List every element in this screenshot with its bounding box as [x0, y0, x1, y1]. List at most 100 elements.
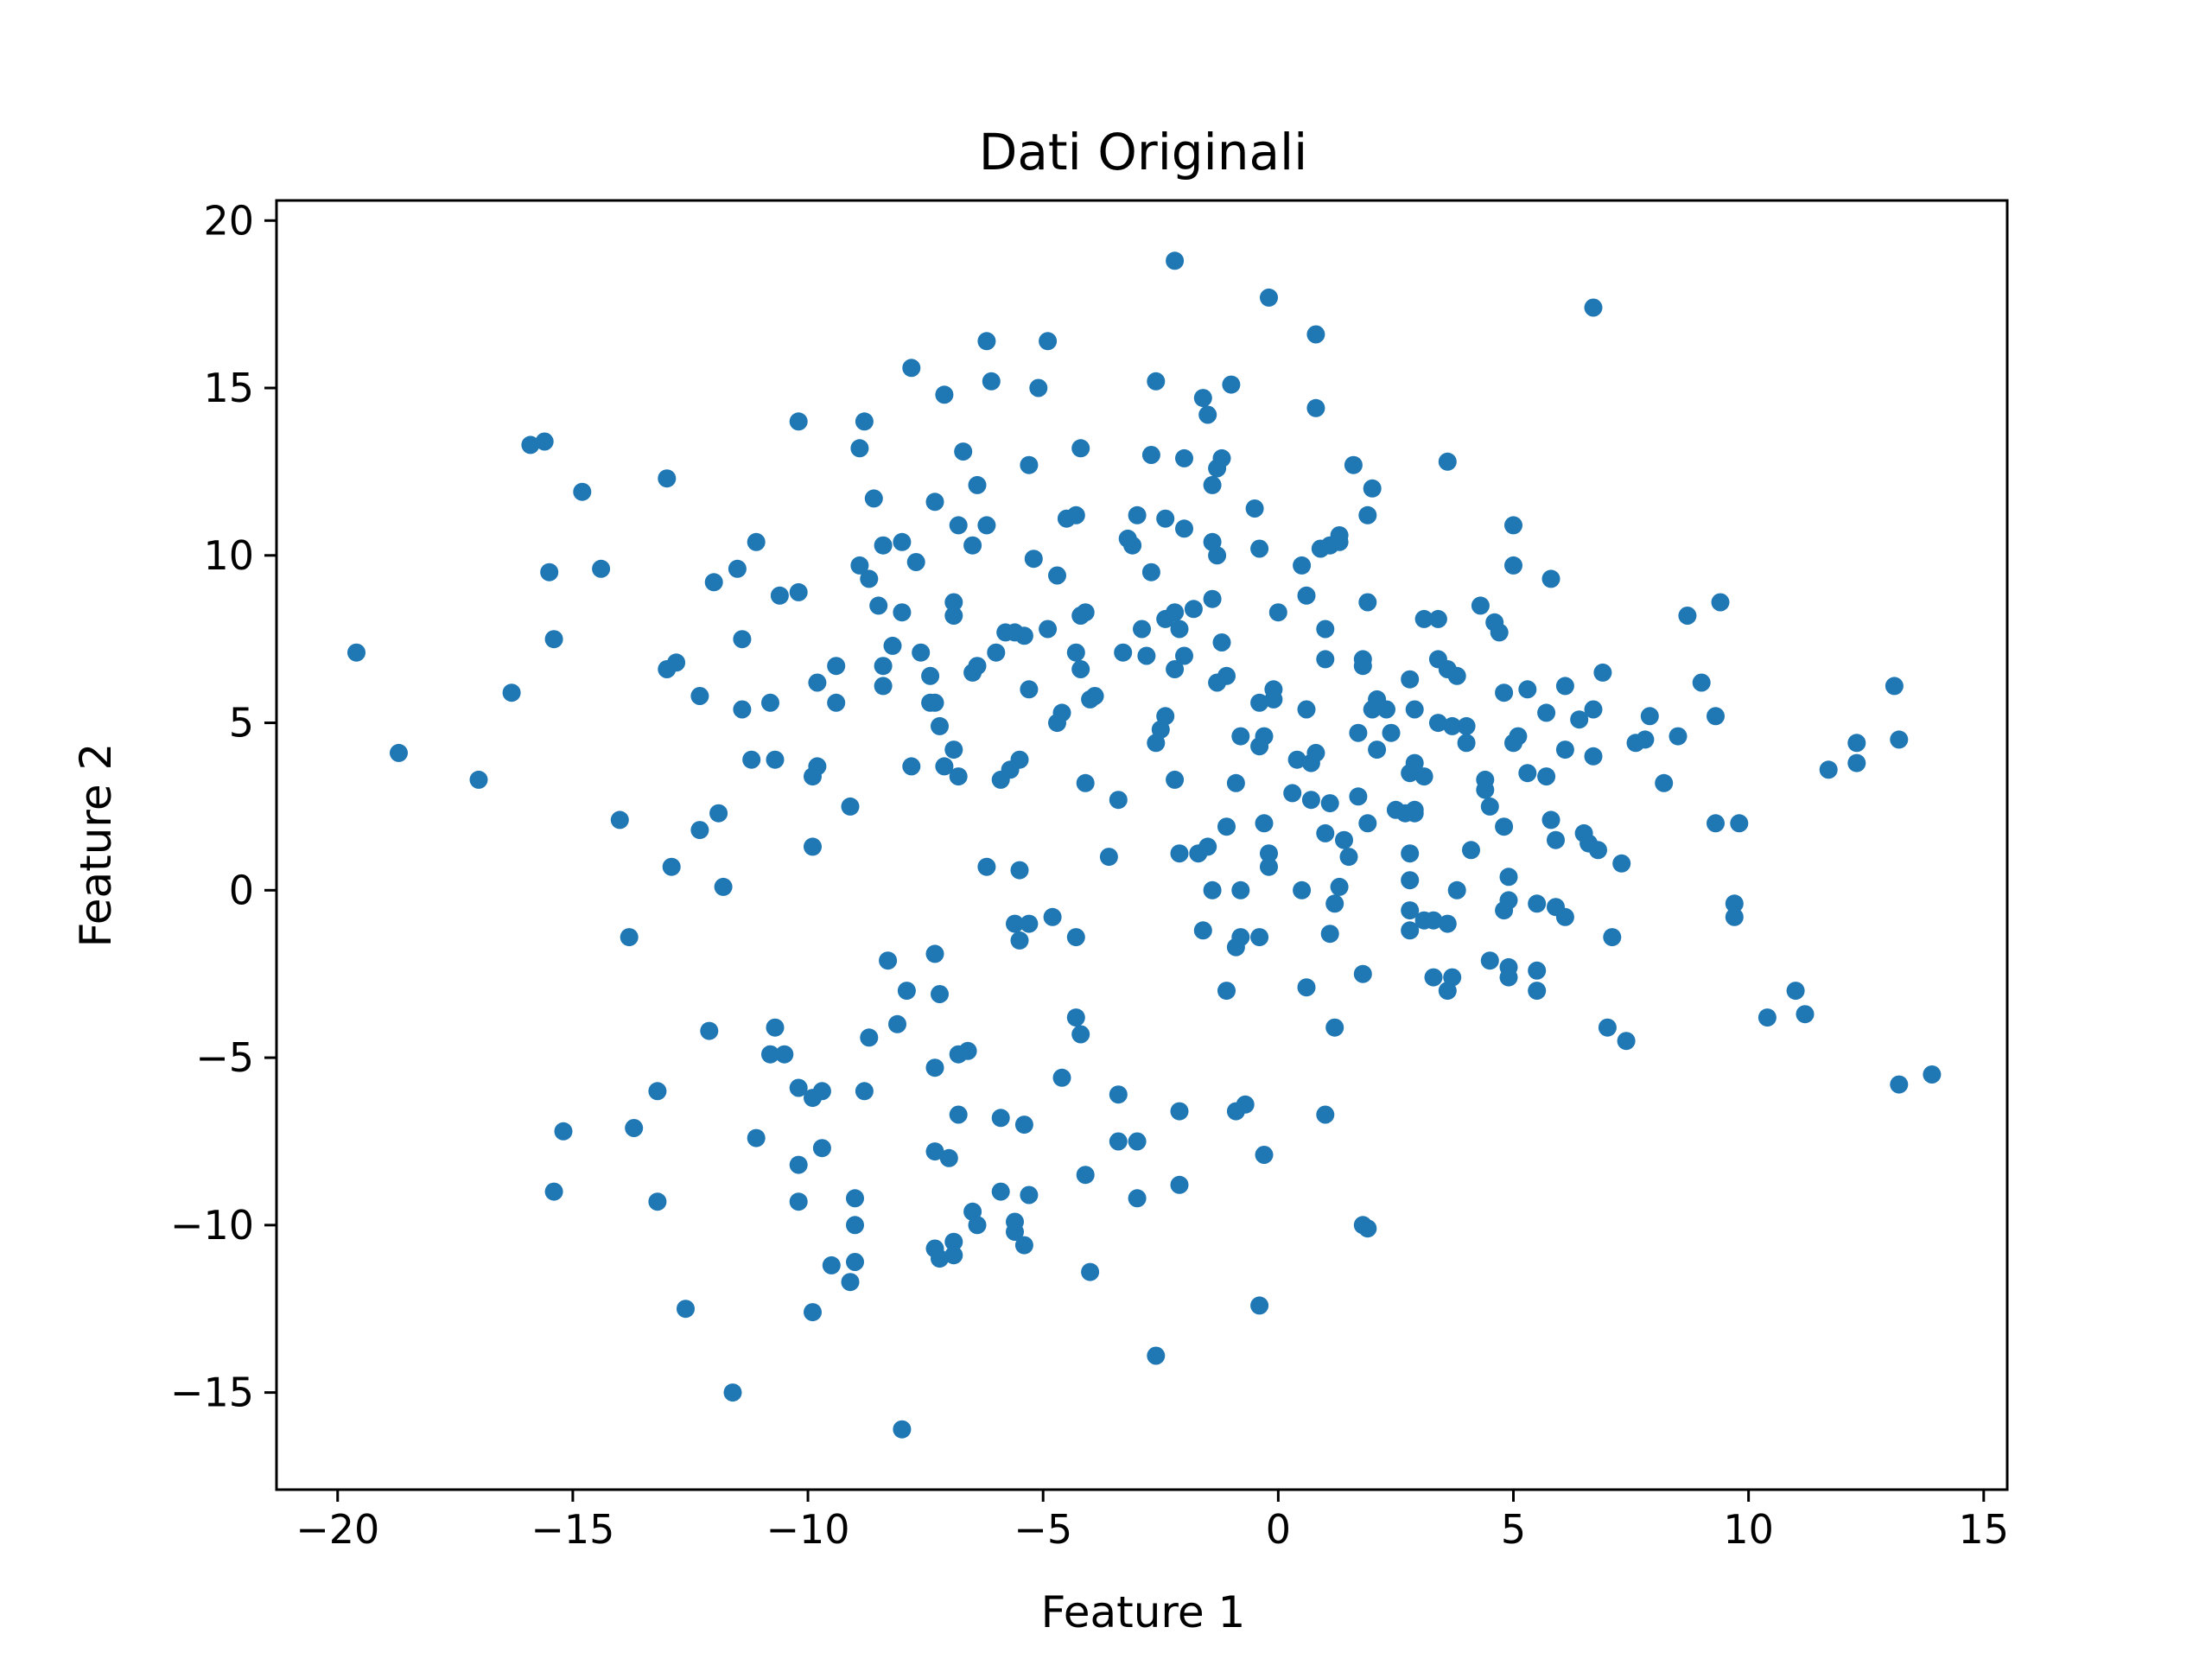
data-point	[1358, 505, 1377, 524]
data-point	[846, 1216, 864, 1235]
data-point	[1428, 714, 1447, 733]
data-point	[963, 536, 982, 555]
y-tick-label: −5	[195, 1034, 254, 1081]
data-point	[1316, 620, 1335, 639]
data-point	[935, 385, 954, 404]
data-point	[958, 1041, 977, 1060]
data-point	[1166, 251, 1185, 270]
data-point	[1071, 660, 1090, 678]
data-point	[1147, 372, 1166, 391]
data-point	[883, 636, 902, 655]
data-point	[1175, 448, 1193, 467]
data-point	[1414, 767, 1433, 786]
data-point	[1358, 593, 1377, 612]
data-point	[1537, 767, 1556, 786]
data-point	[846, 1253, 864, 1271]
data-point	[1636, 730, 1655, 749]
data-point	[1424, 911, 1443, 930]
data-point	[1212, 448, 1231, 467]
data-point	[1014, 1236, 1033, 1255]
data-point	[1250, 693, 1269, 712]
data-point	[808, 673, 827, 692]
data-point	[1260, 857, 1278, 876]
data-point	[789, 1078, 808, 1097]
data-point	[1166, 660, 1185, 678]
data-point	[944, 1232, 963, 1251]
data-point	[1377, 700, 1395, 719]
data-point	[804, 1303, 822, 1322]
y-tick-label: 5	[229, 700, 254, 747]
data-point	[944, 607, 963, 625]
y-axis: −15 −10 −5 0 5 10 15 20	[170, 197, 276, 1416]
data-point	[1010, 861, 1029, 880]
data-point	[1335, 830, 1353, 849]
data-point	[1476, 780, 1495, 799]
data-point	[1231, 727, 1250, 746]
data-point	[1401, 844, 1420, 863]
data-point	[1250, 539, 1269, 558]
data-point	[573, 482, 592, 501]
data-point	[1208, 546, 1227, 565]
chart-title: Dati Originali	[979, 123, 1308, 181]
data-point	[893, 603, 912, 622]
data-point	[1344, 455, 1363, 474]
data-point	[827, 657, 846, 676]
data-point	[1325, 894, 1344, 913]
data-point	[1495, 817, 1514, 836]
data-point	[1320, 794, 1339, 813]
data-point	[1076, 773, 1095, 792]
data-point	[1847, 753, 1866, 772]
data-point	[1193, 389, 1212, 408]
data-point	[1707, 707, 1725, 726]
data-point	[1283, 784, 1302, 803]
data-point	[1457, 734, 1476, 753]
data-point	[874, 677, 893, 696]
data-point	[1438, 452, 1457, 471]
data-point	[949, 1105, 968, 1124]
data-point	[1655, 773, 1674, 792]
data-point	[1222, 375, 1241, 394]
data-point	[925, 1058, 944, 1077]
data-point	[1076, 603, 1095, 622]
data-point	[1405, 753, 1424, 772]
data-point	[1438, 982, 1457, 1001]
data-point	[540, 563, 559, 582]
data-point	[1231, 880, 1250, 899]
data-point	[1250, 1296, 1269, 1315]
data-point	[1547, 830, 1565, 849]
data-point	[1066, 928, 1085, 947]
data-point	[766, 750, 785, 769]
data-point	[855, 412, 874, 431]
data-point	[1316, 1105, 1335, 1124]
data-point	[1071, 1025, 1090, 1044]
data-point	[728, 559, 747, 578]
data-point	[761, 1045, 779, 1064]
data-point	[347, 643, 365, 662]
data-point	[1203, 880, 1222, 899]
data-point	[1320, 925, 1339, 944]
data-point	[1499, 868, 1518, 887]
data-point	[1020, 1185, 1039, 1205]
data-point	[1541, 810, 1560, 830]
data-point	[860, 1028, 879, 1047]
data-point	[1250, 928, 1269, 947]
data-point	[1499, 968, 1518, 987]
data-point	[1264, 690, 1283, 709]
data-point	[648, 1082, 667, 1101]
data-point	[1471, 596, 1490, 615]
data-point	[991, 1109, 1010, 1128]
data-point	[1555, 907, 1574, 926]
data-point	[677, 1300, 695, 1319]
data-point	[1043, 907, 1062, 926]
data-point	[648, 1192, 667, 1211]
data-point	[1528, 982, 1547, 1001]
data-point	[893, 532, 912, 551]
data-point	[944, 1246, 963, 1265]
data-point	[1518, 680, 1537, 699]
data-point	[939, 1148, 958, 1167]
data-point	[846, 1189, 864, 1208]
data-point	[1584, 700, 1603, 719]
data-point	[1170, 844, 1189, 863]
data-point	[1447, 666, 1466, 685]
data-point	[733, 700, 752, 719]
